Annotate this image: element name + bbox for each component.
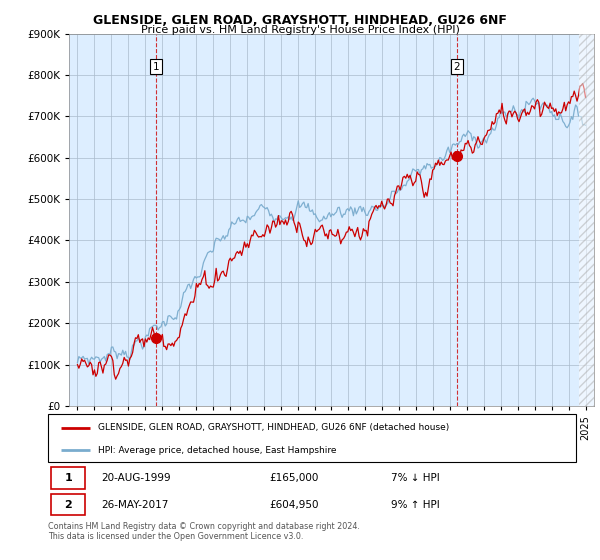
Text: 9% ↑ HPI: 9% ↑ HPI xyxy=(391,500,440,510)
Text: Price paid vs. HM Land Registry's House Price Index (HPI): Price paid vs. HM Land Registry's House … xyxy=(140,25,460,35)
Text: 1: 1 xyxy=(153,62,160,72)
Text: HPI: Average price, detached house, East Hampshire: HPI: Average price, detached house, East… xyxy=(98,446,337,455)
FancyBboxPatch shape xyxy=(50,494,85,515)
Text: 2: 2 xyxy=(64,500,72,510)
Text: 1: 1 xyxy=(64,473,72,483)
Text: Contains HM Land Registry data © Crown copyright and database right 2024.
This d: Contains HM Land Registry data © Crown c… xyxy=(48,522,360,542)
Text: 7% ↓ HPI: 7% ↓ HPI xyxy=(391,473,440,483)
Text: £165,000: £165,000 xyxy=(270,473,319,483)
Text: £604,950: £604,950 xyxy=(270,500,319,510)
Text: 2: 2 xyxy=(454,62,460,72)
FancyBboxPatch shape xyxy=(48,414,576,462)
Text: 20-AUG-1999: 20-AUG-1999 xyxy=(101,473,170,483)
Text: 26-MAY-2017: 26-MAY-2017 xyxy=(101,500,168,510)
Text: GLENSIDE, GLEN ROAD, GRAYSHOTT, HINDHEAD, GU26 6NF: GLENSIDE, GLEN ROAD, GRAYSHOTT, HINDHEAD… xyxy=(93,14,507,27)
Text: GLENSIDE, GLEN ROAD, GRAYSHOTT, HINDHEAD, GU26 6NF (detached house): GLENSIDE, GLEN ROAD, GRAYSHOTT, HINDHEAD… xyxy=(98,423,449,432)
FancyBboxPatch shape xyxy=(50,468,85,489)
